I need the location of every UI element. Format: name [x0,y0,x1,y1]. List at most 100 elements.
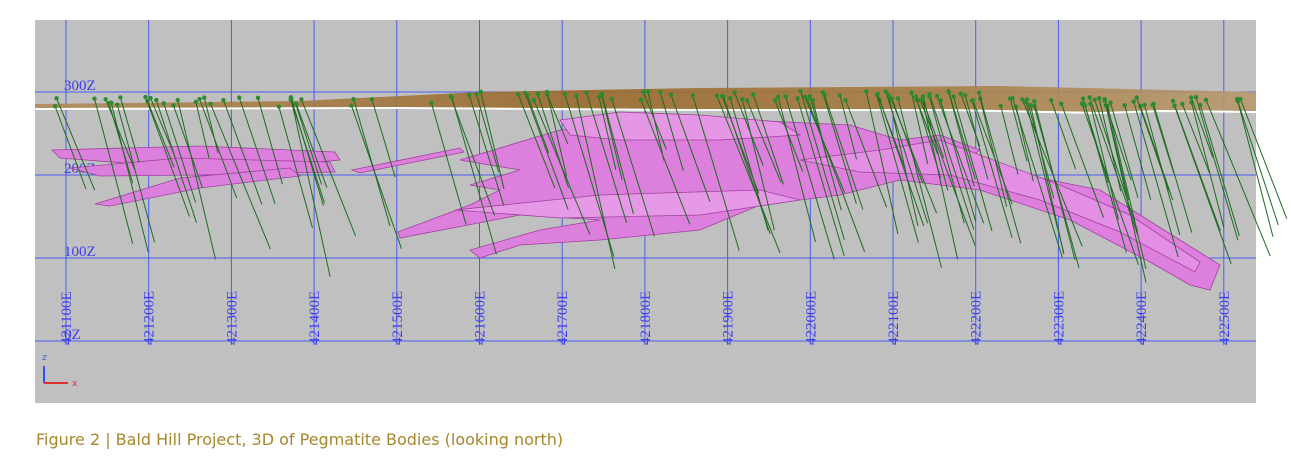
drill-collar [976,90,982,96]
level-label: 300Z [64,78,96,94]
drill-collar [109,100,114,105]
drill-collar [148,95,153,101]
drill-collar [909,90,914,95]
drill-hole [1009,98,1028,162]
drill-collar [732,90,737,95]
drill-hole [210,103,271,250]
drill-hole [163,103,197,203]
drill-collar [843,98,848,103]
drill-collar [466,92,472,98]
easting-label: 421500E [390,291,406,345]
drill-hole [1033,101,1076,261]
drill-hole [430,102,467,225]
drill-hole [468,94,505,206]
drill-collar [714,93,719,99]
drill-collar [293,101,298,106]
drill-collar [369,97,375,102]
drill-collar [798,88,803,94]
level-label: 100Z [64,244,96,260]
drill-hole [451,97,497,255]
drill-hole [105,99,136,170]
drill-collar [645,89,651,94]
drill-hole [257,97,283,185]
drill-collar [351,97,356,102]
pegmatite-body [397,117,1221,291]
drill-hole [526,94,550,154]
drill-hole [865,91,899,234]
drill-collar [609,96,615,102]
drill-hole [640,99,691,225]
triad-z-label: z [42,353,47,363]
drill-hole [659,92,684,171]
drill-collar [1170,98,1176,104]
easting-label: 421800E [638,291,654,345]
drill-collar [810,98,816,103]
drill-collar [531,97,536,103]
drill-hole [1152,104,1175,173]
drill-collar [641,90,646,95]
drill-hole [300,99,357,237]
drill-collar [154,97,159,103]
drill-collar [772,98,778,103]
drill-collar [1108,100,1113,105]
drill-collar [596,94,602,100]
drill-collar [202,95,207,100]
drill-hole [1105,105,1147,283]
drill-hole [172,105,203,189]
drill-collar [889,96,895,101]
drill-hole [1084,104,1109,184]
drill-hole [971,100,1013,238]
drill-collar [115,102,120,107]
drill-hole [752,94,784,185]
drill-hole [1094,99,1138,232]
drill-collar [535,91,540,97]
drill-hole [524,92,569,210]
drill-collar [161,101,166,106]
drill-collar [276,104,282,109]
drill-collar [886,92,891,98]
drill-collar [875,91,880,97]
drill-hole [1195,97,1239,241]
drill-hole [746,100,782,183]
drill-hole [948,92,975,187]
drill-hole [822,92,857,204]
figure-caption: Figure 2 | Bald Hill Project, 3D of Pegm… [36,430,564,449]
drill-collar [1049,98,1054,103]
drill-collar [1079,101,1084,106]
drill-collar [1198,102,1203,108]
drill-hole [824,95,864,210]
drill-hole [147,100,175,168]
drill-collar [143,94,148,100]
drill-collar [1134,95,1139,100]
drill-hole [897,98,942,268]
drill-collar [1092,97,1097,102]
drill-collar [478,89,483,94]
drill-collar [1151,101,1156,107]
drill-hole [238,97,276,204]
drill-hole [741,99,775,231]
drill-collar [221,98,226,103]
easting-label: 422100E [886,291,902,345]
drill-hole [110,102,149,253]
drill-collar [1059,101,1064,106]
drill-collar [658,90,663,95]
drill-collar [895,96,901,101]
drill-collar [1088,101,1093,106]
easting-label: 422500E [1217,291,1233,345]
drill-collar [516,92,521,97]
drill-collar [883,89,888,94]
drill-hole [295,103,323,185]
drill-collar [690,93,695,98]
drill-hole [928,96,965,224]
drill-collar [288,97,293,102]
drill-collar [1023,99,1029,104]
drill-holes [52,88,1288,283]
drill-hole [877,93,925,226]
drill-hole [953,96,993,232]
drill-collar [969,98,975,103]
drill-hole [647,91,665,161]
drill-collar [958,91,963,96]
drill-collar [299,97,304,102]
drill-collar [1020,97,1025,102]
drill-hole [1089,97,1139,236]
